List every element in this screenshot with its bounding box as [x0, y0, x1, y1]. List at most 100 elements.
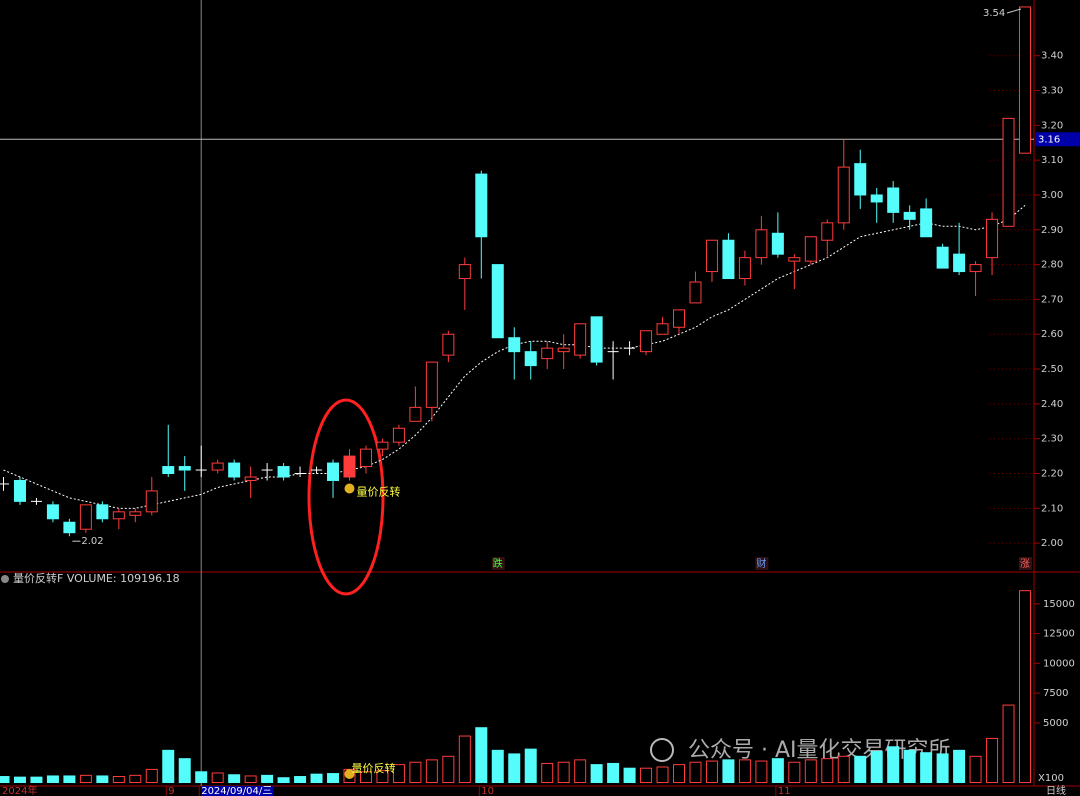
high-arrow — [1006, 8, 1022, 14]
candle-body — [327, 462, 340, 481]
low-label: 2.02 — [81, 536, 103, 547]
volume-bar — [79, 774, 92, 784]
volume-bar — [936, 753, 949, 784]
volume-bar — [557, 761, 570, 783]
event-label: 涨 — [1020, 558, 1030, 570]
y-tick-label: 2.10 — [1041, 503, 1063, 514]
candle-body — [969, 264, 982, 273]
x-tick-label: 10 — [481, 786, 494, 796]
candle-body — [640, 330, 653, 353]
volume-bar — [738, 759, 751, 783]
y-tick-label: 3.20 — [1041, 120, 1063, 131]
candle-body — [771, 232, 784, 255]
volume-bar — [689, 761, 702, 783]
y-tick-label: 3.40 — [1041, 51, 1063, 62]
volume-bar — [129, 774, 142, 784]
volume-bar — [541, 762, 554, 784]
volume-bar — [392, 764, 405, 784]
y-tick-label: 15000 — [1043, 599, 1075, 610]
volume-bar — [359, 771, 372, 783]
event-box — [491, 557, 505, 570]
volume-bar — [887, 746, 900, 784]
y-tick-label: 2.60 — [1041, 329, 1063, 340]
volume-bar — [854, 755, 867, 783]
candle-body — [178, 466, 191, 471]
candle-body — [920, 208, 933, 238]
signal-icon — [344, 483, 355, 494]
candle-body — [936, 246, 949, 269]
event-box — [755, 557, 769, 570]
candle-body — [129, 511, 142, 516]
candle-body — [409, 406, 422, 422]
candle-body — [508, 337, 521, 353]
candle-body — [854, 163, 867, 196]
volume-bar — [1002, 704, 1015, 783]
volume-bar — [771, 758, 784, 784]
watermark-icon — [650, 738, 674, 762]
volume-bar — [656, 766, 669, 783]
candle-body — [903, 211, 916, 220]
volume-bar — [0, 776, 10, 784]
candle-body — [1019, 6, 1031, 154]
volume-bar — [673, 764, 686, 784]
x-tick-label: 2024年 — [2, 784, 37, 796]
volume-bar — [837, 755, 850, 783]
volume-bar — [574, 759, 587, 783]
volume-bar — [46, 775, 59, 783]
candle-body — [13, 479, 26, 502]
crosshair-price: 3.16 — [1038, 134, 1060, 145]
candle-body — [475, 173, 488, 238]
volume-bar — [63, 775, 76, 783]
event-label: 财 — [756, 557, 766, 570]
y-tick-label: 10000 — [1043, 658, 1075, 669]
candle-body — [46, 504, 59, 520]
volume-unit: X100 — [1038, 773, 1064, 784]
volume-bar — [524, 748, 537, 783]
y-tick-label: 3.00 — [1041, 190, 1063, 201]
volume-bar — [112, 776, 125, 784]
x-tick-label: 9 — [168, 786, 174, 796]
candle-body — [277, 466, 290, 478]
indicator-icon[interactable] — [1, 575, 9, 583]
candle-body — [673, 309, 686, 328]
candle-body — [689, 281, 702, 304]
candle-body — [458, 264, 471, 280]
candle-body — [162, 466, 175, 475]
candle-body — [392, 427, 405, 443]
volume-bar — [211, 772, 224, 783]
y-tick-label: 2.90 — [1041, 225, 1063, 236]
y-tick-label: 2.20 — [1041, 469, 1063, 480]
volume-bar — [228, 774, 241, 783]
candle-body — [63, 521, 76, 534]
volume-bar — [607, 762, 620, 784]
volume-bar — [590, 764, 603, 784]
volume-bar — [508, 753, 521, 784]
y-tick-label: 2.40 — [1041, 399, 1063, 410]
event-label: 跌 — [493, 557, 503, 570]
volume-bar — [870, 751, 883, 784]
candle-body — [821, 222, 834, 241]
volume-bar — [788, 761, 801, 783]
x-tick-label: 2024/09/04/三 — [201, 786, 272, 796]
candle-body — [359, 448, 372, 468]
y-tick-label: 2.80 — [1041, 260, 1063, 271]
y-tick-label: 3.10 — [1041, 155, 1063, 166]
candle-body — [986, 218, 999, 259]
y-tick-label: 2.00 — [1041, 538, 1063, 549]
y-tick-label: 3.30 — [1041, 86, 1063, 97]
volume-bar — [442, 755, 455, 783]
volume-bar — [195, 771, 208, 783]
candle-body — [755, 229, 768, 259]
volume-bar — [623, 767, 636, 783]
period-label[interactable]: 日线 — [1046, 784, 1066, 796]
crosshair-date-box — [201, 786, 274, 796]
volume-bar — [705, 760, 718, 783]
candle-body — [343, 455, 356, 478]
volume-bar — [475, 727, 488, 783]
signal-label: 量价反转 — [356, 484, 400, 498]
candle-body — [738, 257, 751, 280]
candle-body — [112, 511, 125, 520]
volume-bar — [903, 749, 916, 783]
candle-body — [1002, 117, 1015, 227]
